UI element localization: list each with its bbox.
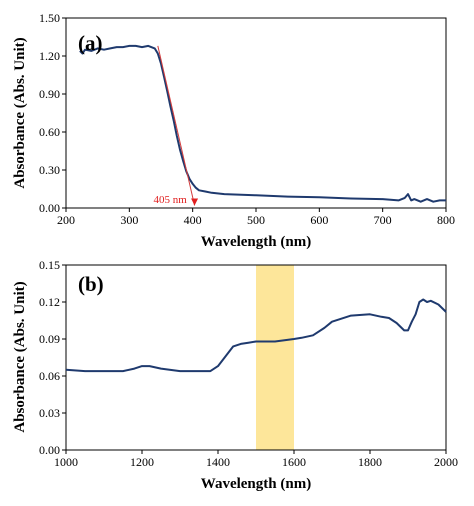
b-x-tick-label: 1600 [282,455,306,469]
a-x-tick-label: 500 [247,213,265,227]
b-y-tick-label: 0.00 [39,443,60,457]
a-y-tick-label: 0.30 [39,163,60,177]
a-y-tick-label: 1.50 [39,11,60,25]
b-y-tick-label: 0.15 [39,258,60,272]
panel-a: 200 300 400 500 600 700 800 0.00 0.30 0.60 0.90 1.2… [12,11,455,250]
panel-b-plot-frame [65,264,447,451]
a-x-tick-label: 700 [374,213,392,227]
panel-b-y-axis-title: Absorbance (Abs. Unit) [12,281,28,432]
a-x-tick-label: 600 [310,213,328,227]
b-y-tick-label: 0.09 [39,332,60,346]
a-x-tick-label: 800 [437,213,455,227]
b-y-tick-label: 0.12 [39,295,60,309]
b-x-tick-label: 2000 [434,455,458,469]
panel-b-x-axis-title: Wavelength (nm) [201,476,311,492]
a-y-tick-label: 0.60 [39,125,60,139]
b-x-tick-label: 1200 [130,455,154,469]
panel-b-label: (b) [78,272,104,296]
a-x-tick-label: 400 [184,213,202,227]
a-tangent-line [157,45,196,206]
panel-a-x-axis-title: Wavelength (nm) [201,234,311,250]
panel-a-y-axis-title: Absorbance (Abs. Unit) [12,37,28,188]
b-y-tick-label: 0.06 [39,369,60,383]
b-x-tick-label: 1800 [358,455,382,469]
a-y-tick-label: 1.20 [39,49,60,63]
b-x-tick-label: 1000 [54,455,78,469]
a-arrow-head [191,198,199,206]
a-x-tick-label: 200 [57,213,75,227]
a-annotation-label: 405 nm [154,194,188,206]
a-y-tick-label: 0.00 [39,201,60,215]
panel-b: 1000 1200 1400 1600 1800 2000 0.00 0.03 0.06 0.09… [12,258,458,492]
b-x-tick-label: 1400 [206,455,230,469]
panel-a-label: (a) [78,31,103,55]
a-x-tick-label: 300 [120,213,138,227]
b-absorbance-line [65,298,447,373]
a-absorbance-line [79,44,446,203]
b-y-tick-label: 0.03 [39,406,60,420]
b-highlight-band [256,265,294,450]
a-y-tick-label: 0.90 [39,87,60,101]
